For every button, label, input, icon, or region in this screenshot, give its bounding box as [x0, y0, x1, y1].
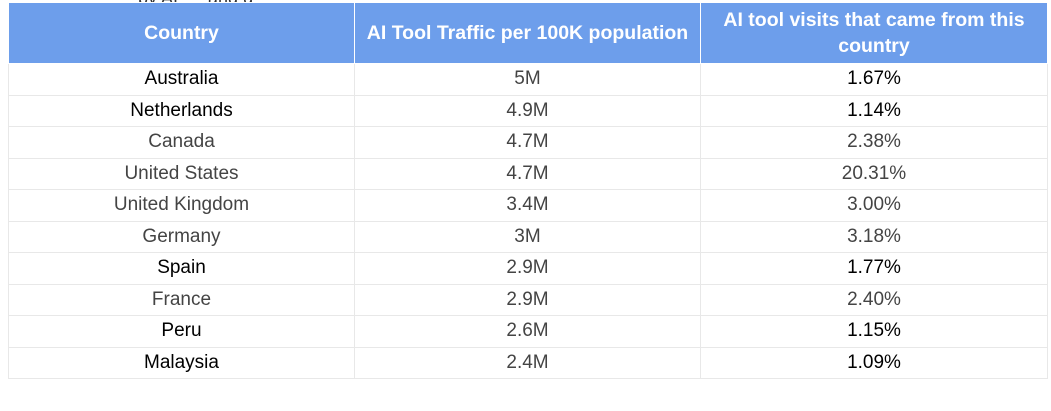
cell-traffic: 3M	[354, 220, 701, 253]
cell-country: Peru	[8, 315, 355, 348]
table-row: Peru 2.6M 1.15%	[8, 315, 1048, 348]
cell-country: France	[8, 283, 355, 316]
table-header-row: Country AI Tool Traffic per 100K populat…	[8, 2, 1048, 64]
cell-share: 3.18%	[700, 220, 1048, 253]
table-row: United States 4.7M 20.31%	[8, 157, 1048, 190]
cell-traffic: 2.4M	[354, 346, 701, 379]
cell-country: Australia	[8, 63, 355, 96]
cell-share: 1.14%	[700, 94, 1048, 127]
cell-share: 1.67%	[700, 63, 1048, 96]
cell-share: 2.40%	[700, 283, 1048, 316]
cell-share: 1.77%	[700, 252, 1048, 285]
cell-country: Spain	[8, 252, 355, 285]
cell-share: 20.31%	[700, 157, 1048, 190]
table-row: Netherlands 4.9M 1.14%	[8, 94, 1048, 127]
table-row: United Kingdom 3.4M 3.00%	[8, 189, 1048, 222]
cell-traffic: 4.7M	[354, 126, 701, 159]
table-row: Malaysia 2.4M 1.09%	[8, 346, 1048, 379]
cell-traffic: 5M	[354, 63, 701, 96]
cell-country: Netherlands	[8, 94, 355, 127]
table-row: Australia 5M 1.67%	[8, 63, 1048, 96]
cell-traffic: 4.7M	[354, 157, 701, 190]
cell-share: 2.38%	[700, 126, 1048, 159]
cell-country: United States	[8, 157, 355, 190]
table-row: France 2.9M 2.40%	[8, 283, 1048, 316]
header-share: AI tool visits that came from this count…	[700, 2, 1048, 64]
table-row: Canada 4.7M 2.38%	[8, 126, 1048, 159]
cell-traffic: 2.9M	[354, 283, 701, 316]
cell-country: United Kingdom	[8, 189, 355, 222]
cell-share: 3.00%	[700, 189, 1048, 222]
cell-country: Germany	[8, 220, 355, 253]
header-country: Country	[8, 2, 355, 64]
cell-country: Malaysia	[8, 346, 355, 379]
table-row: Germany 3M 3.18%	[8, 220, 1048, 253]
cell-traffic: 2.6M	[354, 315, 701, 348]
cell-traffic: 2.9M	[354, 252, 701, 285]
cell-country: Canada	[8, 126, 355, 159]
cell-traffic: 3.4M	[354, 189, 701, 222]
table-row: Spain 2.9M 1.77%	[8, 252, 1048, 285]
cell-share: 1.15%	[700, 315, 1048, 348]
cell-share: 1.09%	[700, 346, 1048, 379]
ai-traffic-table: Country AI Tool Traffic per 100K populat…	[8, 2, 1048, 379]
cell-traffic: 4.9M	[354, 94, 701, 127]
header-traffic: AI Tool Traffic per 100K population	[354, 2, 701, 64]
